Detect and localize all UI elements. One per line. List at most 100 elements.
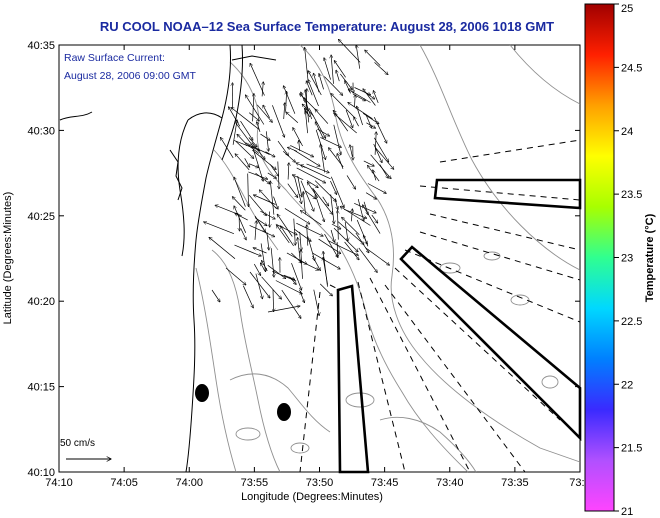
current-vector [352,93,366,101]
current-vector [319,74,324,90]
current-vector [291,262,302,290]
current-vector [260,210,275,219]
current-vector [255,273,263,299]
colorbar-tick-label: 23 [621,253,633,265]
current-vector [363,205,381,234]
current-vector [331,55,334,84]
coastline [59,44,277,473]
colorbar-tick-label: 21 [621,506,633,518]
current-vector [304,98,313,120]
current-vector [232,197,246,211]
current-vector [345,109,353,128]
current-vector [273,196,279,210]
current-vector [334,61,346,78]
current-vector [338,210,339,240]
current-vector [313,73,320,93]
current-vector [338,39,361,63]
current-vector [293,149,320,166]
current-vector [235,213,248,221]
current-vector [261,276,282,299]
bathymetry-contour [509,44,581,105]
bathymetry-contour [229,61,469,473]
current-vector [250,63,265,96]
current-vector [306,81,313,96]
current-vector [260,263,266,272]
current-vector [267,306,300,313]
radar-dashed-line [439,139,581,163]
current-vector [300,231,302,251]
legend-line-1: Raw Surface Current: [64,52,165,64]
current-vector [301,165,331,180]
y-tick-label: 40:10 [27,467,55,479]
current-vector [296,222,323,236]
radar-dashed-line [329,284,341,291]
bathymetry-contours [195,44,581,473]
current-vector [249,225,275,236]
current-vector [356,219,367,244]
current-vector [330,229,335,242]
radar-coverage-wedge [336,284,370,474]
current-vector [344,241,360,260]
current-vector [270,181,275,215]
colorbar-tick-label: 21.5 [621,443,642,455]
current-vector [294,176,301,204]
current-vector [234,244,262,256]
colorbar-ticks: 25 24.5 24 23.5 23 22.5 22 21.5 21 [614,3,642,518]
x-tick-label: 74:05 [110,477,138,489]
current-vector [375,132,376,155]
current-vector [354,87,371,95]
scale-label: 50 cm/s [60,438,96,449]
bathymetry-contour [195,267,237,473]
current-vector [317,128,329,136]
current-vector [373,91,379,104]
current-vector [228,107,241,127]
current-vector [272,105,284,137]
current-vector [248,194,266,216]
current-vector [333,110,349,132]
current-vector [253,248,267,254]
current-vector [240,120,253,140]
current-vector [337,221,364,245]
current-vector [256,104,272,123]
current-vector [265,151,276,157]
current-vector [248,173,249,207]
plot-frame [58,44,581,473]
current-vector [253,94,254,122]
current-vector [363,160,375,166]
station-marker [195,384,209,402]
current-vector [300,180,314,212]
bathymetry-seamount [483,251,501,261]
current-vector [215,205,242,217]
radar-dashed-line [299,291,321,473]
current-vector [262,82,263,97]
current-vector [259,190,277,210]
colorbar-tick-label: 22 [621,379,633,391]
current-vector [297,175,302,197]
radar-dashed-line [369,277,471,473]
bathymetry-contour [229,373,331,433]
station-marker [277,403,291,421]
current-vector [354,117,359,127]
current-vector [355,95,356,107]
current-vector [287,183,298,198]
y-axis-label: Latitude (Degrees:Minutes) [2,192,14,325]
bathymetry-seamount [541,375,559,389]
current-vector [300,211,322,226]
current-vector [365,247,389,266]
legend-line-2: August 28, 2006 09:00 GMT [64,70,196,82]
current-vector [363,89,376,106]
current-vector [260,133,271,140]
radar-coverage-wedge [433,178,582,210]
current-vector [321,144,325,173]
current-vector [342,217,360,235]
x-tick-label: 73:50 [306,477,334,489]
radar-dashed-line [429,213,581,251]
current-vector [373,137,388,162]
current-vector [235,140,254,158]
current-vector [257,122,261,133]
current-vector [351,209,352,222]
x-tick-label: 74:10 [45,477,73,489]
current-vector [275,280,303,294]
